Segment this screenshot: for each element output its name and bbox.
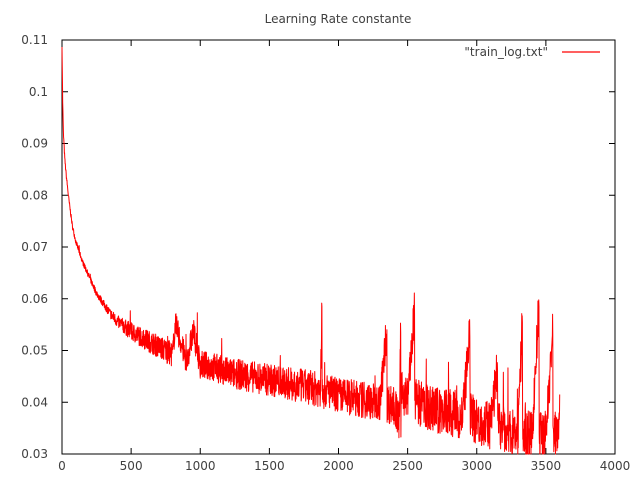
legend-label: "train_log.txt" [464,45,548,59]
series-line [61,47,561,455]
x-axis: 0 500 1000 1500 2000 2500 3000 3500 4000 [58,40,630,473]
series-layer [61,47,561,455]
y-axis: 0.03 0.04 0.05 0.06 0.07 0.08 0.09 0.1 0.11 [21,33,615,461]
x-tick-label: 1000 [185,459,216,473]
x-tick-label: 3000 [461,459,492,473]
x-tick-label: 1500 [254,459,285,473]
x-tick-label: 2500 [392,459,423,473]
x-tick-label: 0 [58,459,66,473]
x-tick-label: 3500 [531,459,562,473]
chart-title: Learning Rate constante [265,12,412,26]
y-tick-label: 0.11 [21,33,48,47]
x-tick-label: 500 [120,459,143,473]
y-tick-label: 0.05 [21,344,48,358]
x-tick-label: 2000 [323,459,354,473]
y-tick-label: 0.03 [21,447,48,461]
y-tick-label: 0.1 [29,85,48,99]
y-tick-label: 0.06 [21,292,48,306]
y-tick-label: 0.04 [21,395,48,409]
x-tick-label: 4000 [600,459,631,473]
y-tick-label: 0.09 [21,137,48,151]
legend: "train_log.txt" [464,45,600,59]
y-tick-label: 0.07 [21,240,48,254]
y-tick-label: 0.08 [21,188,48,202]
